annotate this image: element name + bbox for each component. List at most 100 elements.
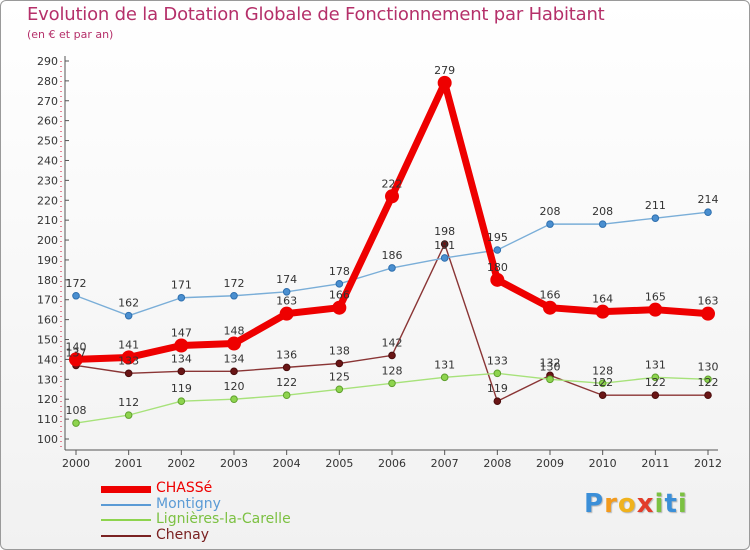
data-point-chasse: [701, 306, 715, 321]
y-tick-label: 120: [37, 393, 58, 406]
data-label-chenay: 134: [224, 352, 245, 365]
data-point-lignieres-la-carelle: [440, 373, 449, 382]
data-point-chenay: [388, 351, 396, 360]
data-point-lignieres-la-carelle: [230, 395, 238, 404]
data-label-montigny: 208: [592, 205, 613, 218]
data-label-lignieres-la-carelle: 128: [592, 364, 613, 377]
y-tick-label: 140: [37, 353, 58, 366]
data-point-chasse: [332, 300, 347, 315]
y-tick-label: 150: [37, 334, 58, 347]
data-point-chenay: [124, 369, 133, 378]
data-point-chasse: [490, 272, 505, 287]
data-point-chasse: [437, 75, 452, 90]
data-label-lignieres-la-carelle: 133: [487, 354, 508, 367]
y-tick-label: 220: [37, 194, 58, 207]
data-point-lignieres-la-carelle: [704, 375, 712, 384]
data-point-chasse: [121, 350, 136, 365]
data-point-chenay: [335, 359, 344, 368]
legend-label: CHASSé: [156, 480, 213, 496]
data-point-lignieres-la-carelle: [335, 385, 344, 394]
data-label-chenay: 122: [645, 376, 666, 389]
series-line-montigny: [75, 211, 709, 317]
data-label-lignieres-la-carelle: 130: [698, 360, 719, 373]
y-tick-label: 270: [37, 95, 58, 108]
logo-letter: i: [654, 489, 665, 519]
y-tick-label: 230: [37, 174, 58, 187]
data-point-montigny: [598, 220, 607, 228]
y-tick-label: 160: [37, 314, 58, 327]
data-point-lignieres-la-carelle: [177, 397, 186, 406]
legend-swatch: [101, 503, 151, 506]
data-point-chenay: [598, 391, 607, 400]
y-tick-label: 290: [37, 55, 58, 68]
y-tick-label: 210: [37, 214, 58, 227]
data-point-montigny: [282, 287, 291, 296]
x-tick-label: 2001: [115, 457, 143, 470]
y-tick-label: 240: [37, 154, 58, 167]
data-label-chasse: 140: [66, 340, 87, 353]
data-label-montigny: 174: [276, 273, 297, 286]
x-tick-label: 2008: [483, 457, 511, 470]
data-label-montigny: 178: [329, 265, 350, 278]
x-tick-label: 2007: [431, 457, 459, 470]
data-label-lignieres-la-carelle: 130: [540, 360, 561, 373]
data-label-chenay: 134: [171, 352, 192, 365]
series-line-chasse: [75, 79, 709, 363]
data-label-chenay: 119: [487, 382, 508, 395]
data-point-lignieres-la-carelle: [388, 379, 396, 388]
data-point-chasse: [279, 306, 294, 321]
data-point-montigny: [335, 280, 344, 288]
data-label-lignieres-la-carelle: 122: [276, 376, 297, 389]
data-label-lignieres-la-carelle: 119: [171, 382, 192, 395]
data-point-montigny: [440, 254, 449, 262]
data-point-chasse: [227, 336, 241, 351]
data-point-montigny: [704, 208, 712, 216]
x-tick-label: 2012: [694, 457, 722, 470]
data-point-montigny: [651, 214, 660, 222]
data-label-lignieres-la-carelle: 128: [382, 364, 403, 377]
data-label-chasse: 166: [329, 289, 350, 302]
data-label-montigny: 208: [540, 205, 561, 218]
data-point-chenay: [493, 397, 502, 406]
proxiti-logo: Proxiti: [584, 489, 688, 519]
data-point-lignieres-la-carelle: [546, 375, 554, 384]
legend-swatch: [101, 485, 151, 493]
y-tick-label: 250: [37, 135, 58, 148]
data-point-lignieres-la-carelle: [124, 411, 133, 419]
data-label-chenay: 132: [540, 356, 561, 369]
data-point-chenay: [282, 363, 291, 372]
y-tick-label: 100: [37, 433, 58, 446]
data-label-chenay: 138: [329, 344, 350, 357]
data-label-chasse: 279: [434, 64, 455, 77]
logo-letter: i: [677, 489, 688, 519]
chart-title: Evolution de la Dotation Globale de Fonc…: [27, 4, 605, 25]
data-label-lignieres-la-carelle: 112: [118, 396, 139, 409]
x-tick-label: 2004: [273, 457, 301, 470]
data-label-lignieres-la-carelle: 125: [329, 370, 350, 383]
data-label-montigny: 172: [66, 277, 87, 290]
x-tick-label: 2010: [589, 457, 617, 470]
data-point-montigny: [230, 291, 238, 300]
y-tick-label: 190: [37, 254, 58, 267]
data-point-chasse: [69, 352, 83, 367]
data-label-montigny: 171: [171, 279, 192, 292]
data-point-lignieres-la-carelle: [282, 391, 291, 400]
y-tick-label: 170: [37, 294, 58, 307]
data-label-chenay: 133: [118, 354, 139, 367]
data-label-montigny: 191: [434, 239, 455, 252]
data-label-chasse: 148: [224, 325, 245, 338]
data-label-chenay: 137: [66, 346, 87, 359]
data-point-lignieres-la-carelle: [651, 373, 660, 382]
data-point-chenay: [651, 391, 660, 400]
y-tick-label: 260: [37, 115, 58, 128]
data-label-montigny: 172: [224, 277, 245, 290]
x-tick-label: 2003: [220, 457, 248, 470]
data-point-montigny: [72, 291, 80, 300]
legend-swatch: [101, 519, 151, 521]
data-point-chenay: [177, 367, 186, 376]
data-label-lignieres-la-carelle: 131: [645, 358, 666, 371]
data-point-lignieres-la-carelle: [598, 379, 607, 388]
data-label-chasse: 222: [382, 177, 403, 190]
data-label-chenay: 198: [434, 225, 455, 238]
